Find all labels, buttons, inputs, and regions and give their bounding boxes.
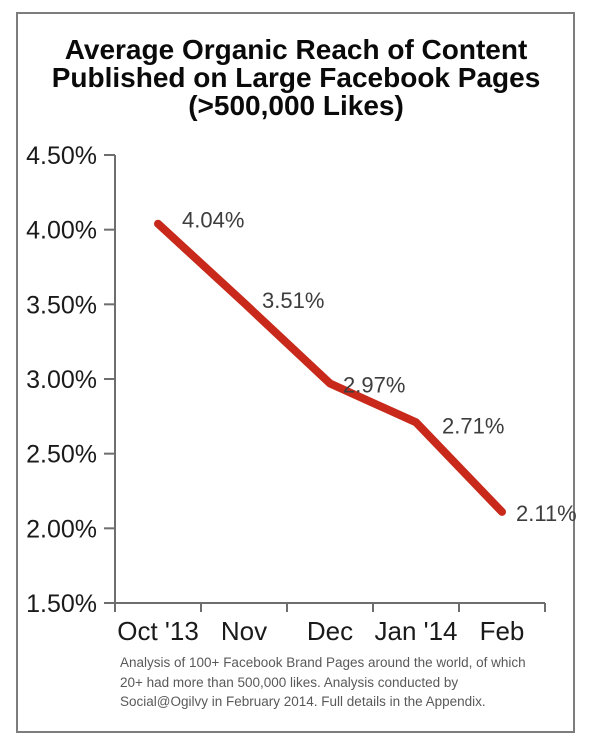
- x-tick-label: Oct '13: [117, 616, 199, 646]
- y-tick-label: 4.50%: [26, 142, 97, 170]
- chart-frame: [16, 12, 575, 733]
- y-tick-label: 4.00%: [26, 217, 97, 245]
- reach-line-series: [154, 219, 506, 516]
- x-tick-label: Feb: [480, 616, 525, 646]
- y-tick-label: 3.50%: [26, 291, 97, 319]
- y-tick-label: 1.50%: [26, 590, 97, 618]
- chart-title: Average Organic Reach of Content Publish…: [16, 36, 576, 120]
- footnote: Analysis of 100+ Facebook Brand Pages ar…: [120, 653, 560, 712]
- y-tick-label: 3.00%: [26, 366, 97, 394]
- footnote-line-3: Social@Ogilvy in February 2014. Full det…: [120, 694, 486, 709]
- data-point-label: 3.51%: [262, 288, 324, 313]
- data-point-label: 2.71%: [442, 413, 504, 438]
- data-point-label: 2.11%: [516, 501, 577, 526]
- data-point-label: 2.97%: [343, 372, 405, 397]
- footnote-line-2: 20+ had more than 500,000 likes. Analysi…: [120, 674, 459, 690]
- x-tick-label: Nov: [221, 616, 267, 646]
- y-tick-label: 2.50%: [26, 441, 97, 469]
- y-tick-label: 2.00%: [26, 515, 97, 543]
- chart-title-line-2: Published on Large Facebook Pages: [51, 62, 541, 93]
- footnote-line-1: Analysis of 100+ Facebook Brand Pages ar…: [120, 655, 526, 670]
- chart-title-line-3: (>500,000 Likes): [188, 90, 404, 121]
- x-tick-label: Dec: [307, 616, 353, 646]
- chart-title-line-1: Average Organic Reach of Content: [64, 34, 528, 65]
- data-point-label: 4.04%: [182, 208, 244, 233]
- x-tick-label: Jan '14: [374, 616, 457, 646]
